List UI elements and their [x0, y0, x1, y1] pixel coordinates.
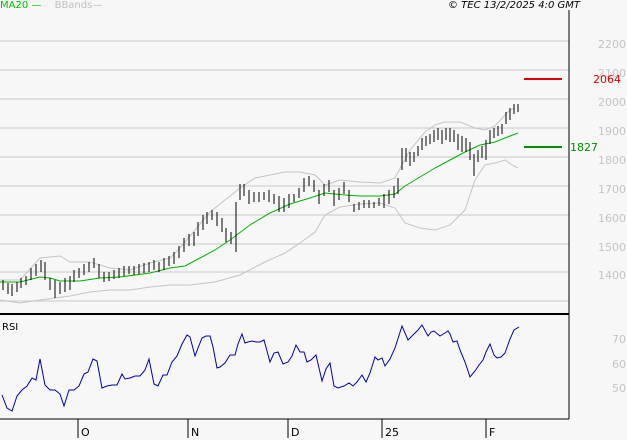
rsi-label-70: 70 — [612, 333, 626, 346]
rsi-label-60: 60 — [612, 358, 626, 371]
y-label-1800: 1800 — [598, 154, 626, 167]
bband-upper — [0, 107, 516, 281]
y-label-1900: 1900 — [598, 125, 626, 138]
x-label-2025: 25 — [385, 426, 399, 439]
x-label-feb: F — [489, 426, 496, 439]
rsi-label-50: 50 — [612, 382, 626, 395]
bband-lower — [0, 159, 519, 304]
x-label-nov: N — [191, 426, 200, 439]
legend-ma20-swatch: — — [28, 0, 42, 11]
y-label-2200: 2200 — [598, 38, 626, 51]
y-label-1400: 1400 — [598, 269, 626, 282]
rsi-line — [1, 324, 520, 412]
rsi-label: RSI — [2, 322, 19, 333]
chart-credit: © TEC 13/2/2025 4:0 GMT — [448, 0, 580, 11]
legend-bbands: BBands — [54, 0, 93, 11]
y-label-1500: 1500 — [598, 241, 626, 254]
y-label-2100: 2100 — [598, 67, 626, 80]
legend-ma20: MA20 — [0, 0, 29, 11]
y-label-1700: 1700 — [598, 183, 626, 196]
x-label-dec: D — [291, 426, 300, 439]
ma20-line — [0, 132, 519, 283]
y-label-2000: 2000 — [598, 96, 626, 109]
y-label-1600: 1600 — [598, 212, 626, 225]
legend-bbands-swatch: — — [92, 0, 103, 11]
price-bars — [2, 104, 519, 298]
support-label: 1827 — [570, 141, 598, 154]
x-ticks — [77, 419, 487, 438]
x-label-oct: O — [81, 426, 90, 439]
resistance-label: 2064 — [593, 73, 621, 86]
chart-legend: MA20 — BBands— — [0, 0, 102, 12]
